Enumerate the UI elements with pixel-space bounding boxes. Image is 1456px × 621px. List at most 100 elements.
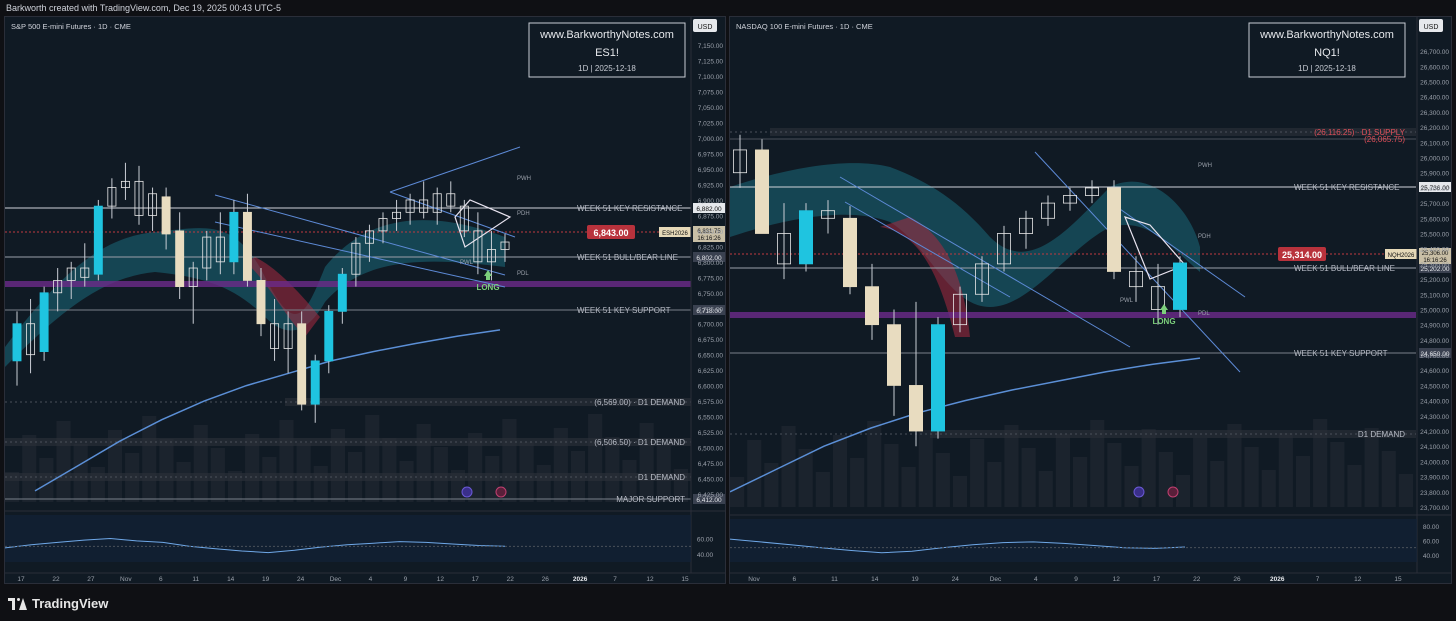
candle-body[interactable]: [908, 385, 923, 432]
trendline[interactable]: [1109, 201, 1246, 298]
candle-body[interactable]: [974, 263, 989, 295]
triangle-pattern[interactable]: [454, 199, 512, 248]
trendline[interactable]: [214, 194, 506, 276]
candle-body[interactable]: [39, 292, 49, 352]
x-tick-label: 9: [1074, 576, 1078, 583]
currency-badge[interactable]: USD: [698, 24, 713, 31]
volume-bar: [1295, 456, 1311, 507]
x-tick-label: 17: [1153, 576, 1161, 583]
candle-body[interactable]: [1018, 217, 1033, 234]
candle-body[interactable]: [1172, 262, 1187, 310]
x-tick-label: 12: [646, 576, 654, 583]
candle-body[interactable]: [1084, 187, 1099, 196]
candle-body[interactable]: [1106, 187, 1121, 272]
volume-bar: [781, 426, 796, 507]
candle-body[interactable]: [432, 193, 442, 213]
candle-body[interactable]: [777, 233, 792, 265]
tradingview-logo[interactable]: TradingView: [8, 596, 108, 611]
candle-body[interactable]: [310, 360, 320, 405]
candle-body[interactable]: [419, 199, 429, 213]
candle-body[interactable]: [283, 323, 293, 349]
volume-bar: [1244, 447, 1259, 507]
currency-badge-bg[interactable]: [693, 19, 717, 32]
candle-body[interactable]: [215, 236, 225, 263]
y-tick-label: 6,625.00: [698, 368, 724, 375]
candle-body[interactable]: [500, 241, 510, 250]
volume-bar: [884, 444, 899, 507]
small-level-label: PDH: [1198, 234, 1211, 240]
candle-body[interactable]: [446, 193, 456, 207]
candle-body[interactable]: [53, 280, 63, 294]
x-tick-label: 15: [681, 576, 689, 583]
trendline[interactable]: [389, 146, 521, 193]
candle-body[interactable]: [202, 236, 212, 269]
candle-body[interactable]: [107, 187, 117, 207]
news-event-icon[interactable]: [1133, 486, 1145, 498]
x-tick-label: 19: [911, 576, 919, 583]
candle-body[interactable]: [80, 267, 90, 278]
trendline[interactable]: [389, 191, 516, 238]
earnings-event-icon[interactable]: [1167, 486, 1179, 498]
candle-body[interactable]: [270, 323, 280, 349]
chart-pane-nq[interactable]: (26,116.25) · D1 SUPPLY (26,065.75) WEEK 5…: [729, 16, 1452, 584]
nq-chart-svg[interactable]: (26,116.25) · D1 SUPPLY(26,065.75) WEEK 5…: [730, 17, 1452, 584]
volume-bar: [536, 465, 551, 502]
earnings-event-icon[interactable]: [495, 486, 507, 498]
candle-body[interactable]: [821, 210, 836, 219]
candle-body[interactable]: [12, 323, 22, 362]
candle-body[interactable]: [886, 324, 901, 386]
candle-body[interactable]: [120, 180, 130, 188]
candle-body[interactable]: [337, 273, 347, 312]
candle-body[interactable]: [256, 280, 266, 325]
chart-pane-es[interactable]: WEEK 51 KEY RESISTANCE 6,882.00 WEEK 51 BU…: [4, 16, 726, 584]
volume-bar: [987, 462, 1002, 507]
candle-body[interactable]: [93, 205, 103, 275]
candle-body[interactable]: [134, 180, 144, 216]
y-tick-label: 6,600.00: [698, 384, 724, 391]
trendline[interactable]: [1034, 151, 1241, 373]
candle-body[interactable]: [378, 218, 388, 232]
candle-body[interactable]: [733, 149, 747, 174]
candle-body[interactable]: [1150, 286, 1165, 310]
trendline[interactable]: [839, 176, 1131, 348]
candle-body[interactable]: [930, 324, 945, 432]
candle-body[interactable]: [351, 242, 361, 275]
candle-body[interactable]: [952, 293, 967, 326]
candle-body[interactable]: [297, 323, 307, 405]
level-label: WEEK 51 KEY SUPPORT: [1294, 349, 1388, 358]
contract-price: 25,306.00: [1422, 251, 1449, 257]
candle-body[interactable]: [1040, 202, 1055, 219]
candle-body[interactable]: [175, 230, 185, 287]
oscillator-band: [730, 519, 1417, 562]
candle-body[interactable]: [405, 199, 415, 213]
candle-body[interactable]: [799, 210, 814, 265]
candle-body[interactable]: [473, 230, 483, 263]
candle-body[interactable]: [459, 205, 469, 232]
candle-body[interactable]: [486, 249, 496, 263]
news-event-icon[interactable]: [461, 486, 473, 498]
candle-body[interactable]: [864, 286, 879, 326]
candle-body[interactable]: [229, 211, 239, 263]
oscillator-tick: 60.00: [1423, 539, 1440, 546]
y-tick-label: 6,650.00: [698, 353, 724, 360]
currency-badge-bg[interactable]: [1419, 19, 1443, 32]
candle-body[interactable]: [754, 149, 769, 234]
candle-body[interactable]: [324, 310, 334, 362]
currency-badge[interactable]: USD: [1424, 24, 1439, 31]
candle-body[interactable]: [148, 193, 158, 216]
candle-body[interactable]: [188, 267, 198, 287]
candle-body[interactable]: [26, 323, 36, 356]
y-tick-label: 6,425.00: [698, 492, 724, 499]
candle-body[interactable]: [242, 211, 252, 281]
y-tick-label: 6,575.00: [698, 399, 724, 406]
candle-body[interactable]: [1062, 195, 1077, 204]
candle-body[interactable]: [364, 230, 374, 244]
es-chart-svg[interactable]: WEEK 51 KEY RESISTANCE 6,882.00 WEEK 51 BU…: [5, 17, 726, 584]
candle-body[interactable]: [161, 196, 171, 235]
y-tick-label: 25,200.00: [1420, 277, 1449, 284]
candle-body[interactable]: [843, 217, 858, 288]
candle-body[interactable]: [66, 267, 76, 281]
candle-body[interactable]: [996, 233, 1011, 265]
candle-body[interactable]: [392, 211, 402, 219]
candle-body[interactable]: [1128, 271, 1143, 288]
